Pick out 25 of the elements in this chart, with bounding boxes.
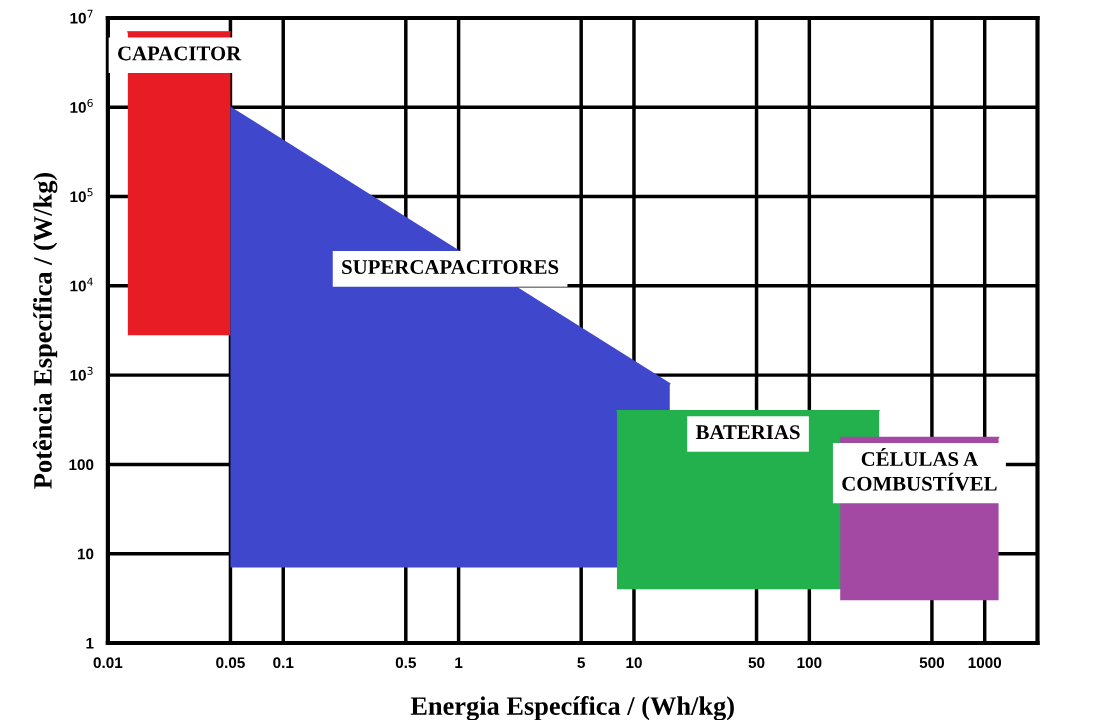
x-tick-label: 5 [577, 657, 585, 669]
y-tick-label: 10 [77, 548, 94, 560]
y-tick-label: 100 [69, 459, 94, 471]
series-label: SUPERCAPACITORES [342, 260, 559, 275]
x-tick-label: 10 [626, 657, 642, 669]
series-label: BATERIAS [695, 425, 800, 440]
series-label: CÉLULAS A COMBUSTÍVEL [842, 448, 997, 491]
x-tick-label: 1000 [968, 657, 1002, 669]
y-tick-label: 10$^{3}$ [70, 366, 93, 381]
x-tick-label: 500 [919, 657, 945, 669]
series-label: CAPACITOR [118, 46, 242, 61]
x-tick-label: 0.01 [93, 657, 123, 669]
x-tick-label: 0.1 [273, 657, 294, 669]
x-axis-title: Energia Específica / (Wh/kg) [410, 696, 734, 720]
x-tick-label: 0.05 [216, 657, 245, 669]
x-tick-label: 50 [748, 657, 765, 669]
y-tick-label: 10$^{6}$ [70, 98, 93, 113]
y-tick-label: 10$^{7}$ [70, 9, 93, 24]
y-axis-title: Potência Específica / (W/kg) [32, 172, 58, 489]
x-tick-label: 1 [455, 657, 463, 668]
y-tick-label: 10$^{5}$ [70, 188, 93, 203]
x-tick-label: 100 [797, 657, 822, 669]
x-tick-label: 0.5 [395, 657, 416, 669]
y-tick-label: 1 [86, 637, 94, 649]
y-tick-label: 10$^{4}$ [70, 277, 93, 292]
